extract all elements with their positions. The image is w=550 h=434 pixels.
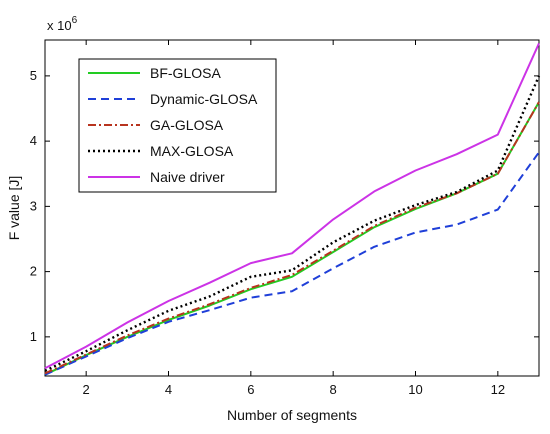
y-tick-label: 4 bbox=[30, 133, 37, 148]
y-axis: 1 2 3 4 5 bbox=[30, 68, 539, 344]
y-multiplier: x 106 bbox=[47, 15, 78, 33]
series-line-dynamic-glosa bbox=[44, 151, 540, 376]
series-layer bbox=[44, 42, 541, 376]
x-axis-title: Number of segments bbox=[227, 407, 357, 423]
y-tick-label: 1 bbox=[30, 329, 37, 344]
y-multiplier-base: x 10 bbox=[47, 18, 72, 33]
legend: BF-GLOSA Dynamic-GLOSA GA-GLOSA MAX-GLOSA Na… bbox=[78, 58, 277, 193]
y-tick-label: 3 bbox=[30, 198, 37, 213]
legend-label: Naive driver bbox=[150, 169, 225, 185]
x-tick-label: 4 bbox=[165, 382, 172, 397]
legend-label: BF-GLOSA bbox=[150, 65, 221, 81]
series-line-max-glosa bbox=[44, 75, 541, 372]
x-tick-label: 6 bbox=[247, 382, 254, 397]
x-tick-label: 12 bbox=[491, 382, 505, 397]
y-tick-label: 5 bbox=[30, 68, 37, 83]
legend-label: MAX-GLOSA bbox=[150, 143, 234, 159]
x-tick-label: 10 bbox=[408, 382, 422, 397]
x-tick-label: 2 bbox=[83, 382, 90, 397]
series-line-ga-glosa bbox=[44, 101, 540, 375]
legend-label: Dynamic-GLOSA bbox=[150, 91, 258, 107]
legend-label: GA-GLOSA bbox=[150, 117, 224, 133]
x-axis: 2 4 6 8 10 12 bbox=[83, 40, 505, 397]
series-line-naive-driver bbox=[44, 42, 540, 370]
y-axis-title: F value [J] bbox=[6, 176, 22, 241]
y-tick-label: 2 bbox=[30, 264, 37, 279]
x-tick-label: 8 bbox=[330, 382, 337, 397]
y-multiplier-exponent: 6 bbox=[72, 15, 78, 26]
legend-items: BF-GLOSA Dynamic-GLOSA GA-GLOSA MAX-GLOSA Na… bbox=[88, 65, 258, 185]
